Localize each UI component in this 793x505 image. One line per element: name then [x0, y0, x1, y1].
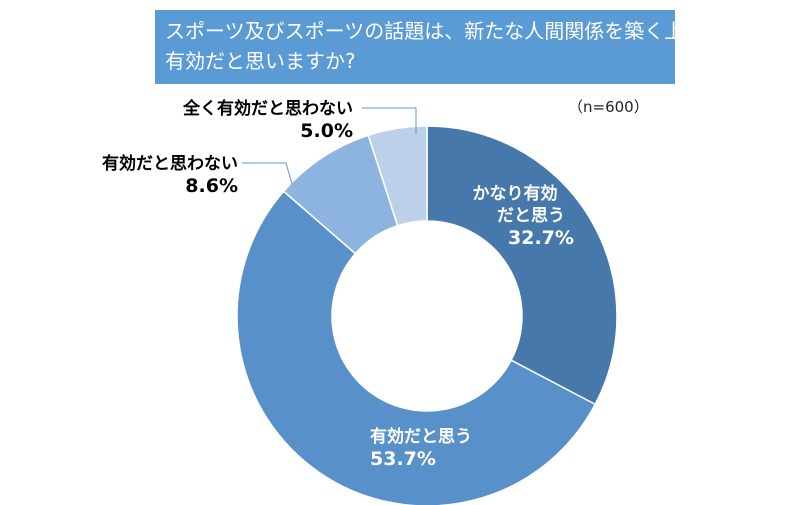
donut-slices [236, 125, 618, 505]
chart-title-line-2: 有効だと思いますか? [165, 49, 356, 73]
slice-value-label: 5.0% [300, 120, 353, 142]
leader-line-not-effective [242, 162, 293, 185]
slice-label-text: 有効だと思う [370, 427, 472, 447]
leader-lines [242, 107, 417, 185]
slice-value-label: 8.6% [185, 175, 238, 197]
slice-very-effective [426, 125, 618, 406]
slice-label-text: 有効だと思わない [102, 154, 238, 174]
slice-value-label: 32.7% [508, 227, 574, 249]
chart-title-line-1: スポーツ及びスポーツの話題は、新たな人間関係を築く上で [165, 19, 705, 43]
slice-label-text: 全く有効だと思わない [183, 99, 353, 119]
slice-label-text: かなり有効 [472, 184, 558, 204]
sample-size-note: （n=600） [568, 98, 649, 116]
slice-label-not-effective: 有効だと思わない 8.6% [80, 153, 238, 197]
slice-label-not-at-all-effective: 全く有効だと思わない 5.0% [160, 98, 353, 142]
chart-title: スポーツ及びスポーツの話題は、新たな人間関係を築く上で 有効だと思いますか? [155, 10, 705, 84]
slice-value-label: 53.7% [370, 448, 436, 470]
slice-label-very-effective: かなり有効 だと思う 32.7% [456, 183, 574, 249]
leader-line-not-at-all-effective [362, 107, 417, 134]
slice-not-at-all-effective [367, 125, 428, 227]
slice-label-text: だと思う [496, 206, 565, 226]
slice-label-effective: 有効だと思う 53.7% [370, 426, 472, 470]
